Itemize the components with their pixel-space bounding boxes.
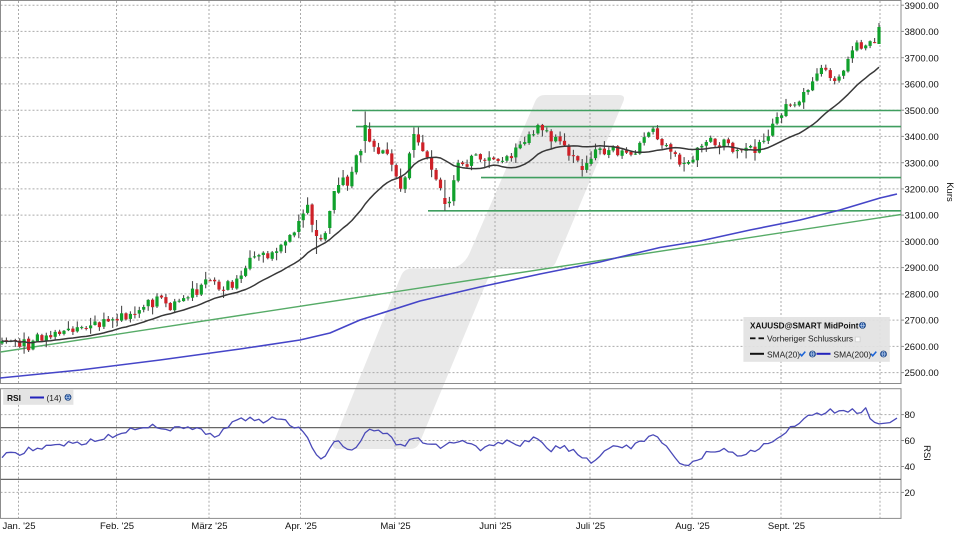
svg-text:RSI: RSI (921, 445, 932, 461)
svg-text:2900.00: 2900.00 (905, 263, 939, 274)
svg-text:3000.00: 3000.00 (905, 237, 939, 248)
svg-text:Juni '25: Juni '25 (479, 521, 511, 532)
svg-text:3400.00: 3400.00 (905, 132, 939, 143)
svg-text:Aug. '25: Aug. '25 (675, 521, 710, 532)
svg-text:XAUUSD@SMART MidPoint: XAUUSD@SMART MidPoint (750, 322, 859, 331)
svg-text:Mai '25: Mai '25 (380, 521, 410, 532)
svg-text:Vorheriger Schlusskurs: Vorheriger Schlusskurs (767, 334, 853, 344)
svg-text:3300.00: 3300.00 (905, 158, 939, 169)
svg-text:RSI: RSI (7, 393, 21, 403)
svg-text:Apr. '25: Apr. '25 (285, 521, 317, 532)
svg-text:2700.00: 2700.00 (905, 316, 939, 327)
svg-text:März '25: März '25 (191, 521, 227, 532)
svg-text:3500.00: 3500.00 (905, 106, 939, 117)
svg-text:2600.00: 2600.00 (905, 342, 939, 353)
svg-text:2800.00: 2800.00 (905, 290, 939, 301)
svg-text:3700.00: 3700.00 (905, 53, 939, 64)
svg-text:60: 60 (905, 436, 916, 447)
svg-text:Feb. '25: Feb. '25 (100, 521, 134, 532)
svg-text:3100.00: 3100.00 (905, 211, 939, 222)
svg-text:Sept. '25: Sept. '25 (768, 521, 805, 532)
svg-text:SMA(20): SMA(20) (767, 349, 800, 359)
svg-text:Jan. '25: Jan. '25 (3, 521, 36, 532)
svg-text:20: 20 (905, 488, 916, 499)
svg-text:3900.00: 3900.00 (905, 1, 939, 12)
svg-text:80: 80 (905, 410, 916, 421)
svg-text:Juli '25: Juli '25 (576, 521, 605, 532)
svg-text:2500.00: 2500.00 (905, 368, 939, 379)
svg-text:Kurs: Kurs (944, 182, 955, 202)
svg-text:(14): (14) (47, 393, 62, 403)
svg-text:3800.00: 3800.00 (905, 27, 939, 38)
svg-text:SMA(200): SMA(200) (834, 349, 872, 359)
svg-text:3600.00: 3600.00 (905, 80, 939, 91)
svg-text:3200.00: 3200.00 (905, 185, 939, 196)
svg-text:40: 40 (905, 462, 916, 473)
